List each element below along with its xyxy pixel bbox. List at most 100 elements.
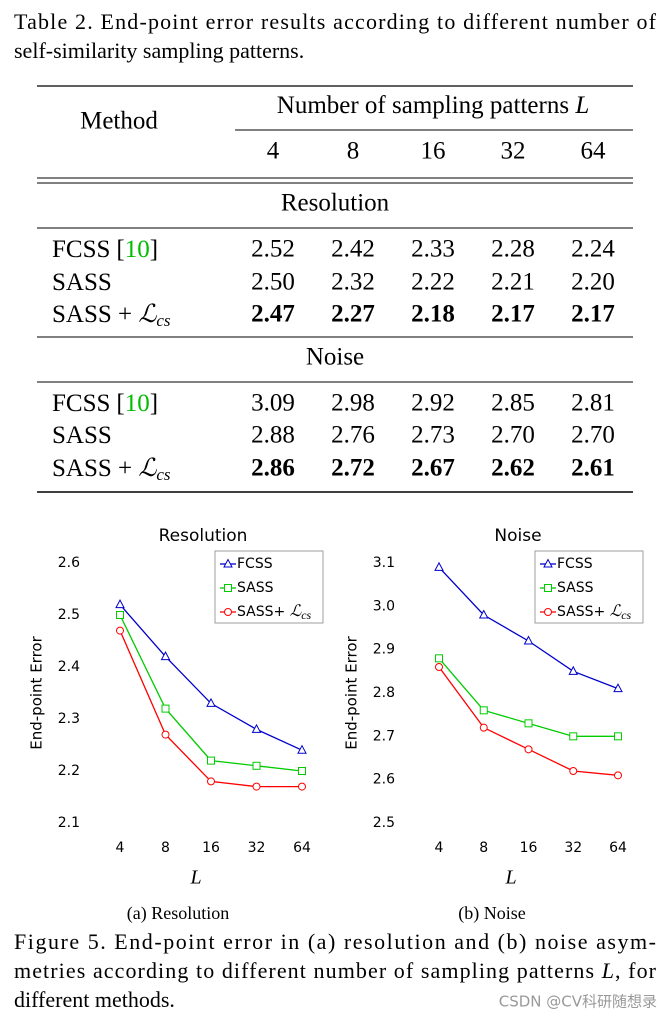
column-header: 16 [421, 138, 446, 165]
citation-open: [ [116, 390, 124, 417]
value-cell: 3.09 [251, 390, 295, 417]
figure-caption: different methods. [14, 987, 175, 1012]
table-caption: Table 2. End-point error results accordi… [14, 9, 657, 34]
y-tick-label: 2.7 [373, 728, 395, 744]
y-tick-label: 2.5 [58, 607, 80, 623]
y-tick-label: 2.4 [58, 659, 80, 675]
marker [161, 730, 170, 739]
legend-name: SASS [237, 580, 274, 596]
legend-box [214, 550, 324, 624]
y-tick-label: 2.1 [58, 815, 80, 831]
value-cell: 2.85 [491, 390, 535, 417]
marker [569, 732, 578, 741]
column-header: 32 [501, 138, 526, 165]
marker [252, 761, 261, 770]
figure-caption: metries according to different number of… [14, 958, 657, 983]
math-symbol: ℒ [138, 455, 157, 482]
marker [224, 608, 232, 616]
marker [252, 782, 261, 791]
value-cell: 2.86 [251, 455, 295, 482]
marker [523, 635, 534, 645]
figure-caption: Figure 5. End-point error in (a) resolut… [14, 929, 656, 954]
legend-box [534, 550, 644, 624]
group-variable: L [574, 92, 589, 119]
value-cell: 2.27 [331, 301, 375, 328]
chart-title: Noise [494, 526, 541, 546]
value-cell: 2.50 [251, 269, 295, 296]
x-axis-label: L [504, 867, 516, 889]
y-axis-label: End-point Error [28, 635, 46, 749]
marker [479, 723, 488, 732]
x-axis-label: L [189, 867, 201, 889]
marker [543, 558, 553, 568]
marker [524, 745, 533, 754]
marker [524, 719, 533, 728]
value-cell: 2.70 [491, 422, 535, 449]
marker [206, 697, 216, 707]
x-tick-label: 16 [520, 840, 538, 856]
value-cell: 2.17 [571, 301, 615, 328]
caption-part: L [601, 958, 614, 983]
marker [298, 767, 306, 775]
method-cell: FCSS [10] [52, 390, 158, 417]
marker [207, 756, 215, 765]
caption-part: metries according to different number of… [14, 958, 601, 983]
value-cell: 2.47 [251, 301, 295, 328]
value-cell: 2.62 [491, 455, 535, 482]
x-tick-label: 8 [161, 840, 170, 856]
y-tick-label: 3.0 [373, 598, 395, 614]
x-tick-label: 16 [202, 840, 220, 856]
method-cell: SASS + ℒcs [52, 301, 171, 330]
value-cell: 2.92 [411, 390, 455, 417]
subcaption: (b) Noise [458, 903, 525, 924]
legend-name: SASS [557, 580, 594, 596]
value-cell: 2.22 [411, 269, 455, 296]
math-subscript: cs [156, 465, 171, 484]
value-cell: 2.76 [331, 422, 375, 449]
method-cell: FCSS [10] [52, 236, 158, 263]
value-cell: 2.33 [411, 236, 455, 263]
value-cell: 2.98 [331, 390, 375, 417]
legend-label: SASS+ ℒcs [237, 603, 312, 622]
y-axis-label: End-point Error [343, 635, 361, 749]
column-header: 8 [347, 138, 360, 165]
legend-subscript: cs [301, 608, 311, 622]
chart-title: Resolution [159, 526, 248, 546]
value-cell: 2.24 [571, 236, 615, 263]
value-cell: 2.20 [571, 269, 615, 296]
marker [544, 584, 552, 592]
value-cell: 2.88 [251, 422, 295, 449]
method-name: FCSS [52, 236, 110, 263]
x-tick-label: 4 [116, 840, 125, 856]
y-tick-label: 2.8 [373, 685, 395, 701]
marker [435, 663, 443, 671]
value-cell: 2.81 [571, 390, 615, 417]
marker [568, 665, 579, 675]
y-tick-label: 2.6 [373, 772, 395, 788]
method-name: FCSS [52, 390, 110, 417]
marker [614, 771, 622, 780]
value-cell: 2.67 [411, 455, 455, 482]
column-header: 64 [581, 138, 607, 165]
table-caption: self-similarity sampling patterns. [14, 38, 304, 63]
legend-name: SASS+ [557, 604, 610, 620]
marker [116, 611, 124, 619]
section-title: Resolution [281, 190, 390, 217]
citation-ref: 10 [125, 390, 150, 417]
x-tick-label: 64 [293, 840, 311, 856]
value-cell: 2.21 [491, 269, 535, 296]
marker [569, 767, 578, 775]
y-tick-label: 2.9 [373, 642, 395, 658]
marker [115, 599, 125, 609]
legend-label: FCSS [237, 556, 273, 572]
legend-symbol: ℒ [610, 603, 622, 620]
math-subscript: cs [156, 311, 171, 330]
method-cell: SASS [52, 422, 112, 449]
marker [116, 626, 124, 635]
legend-symbol: ℒ [290, 603, 302, 620]
marker [251, 723, 262, 733]
y-tick-label: 2.3 [58, 711, 80, 727]
caption-part: Figure 5. End-point error in (a) resolut… [14, 929, 656, 954]
math-symbol: ℒ [138, 301, 157, 328]
